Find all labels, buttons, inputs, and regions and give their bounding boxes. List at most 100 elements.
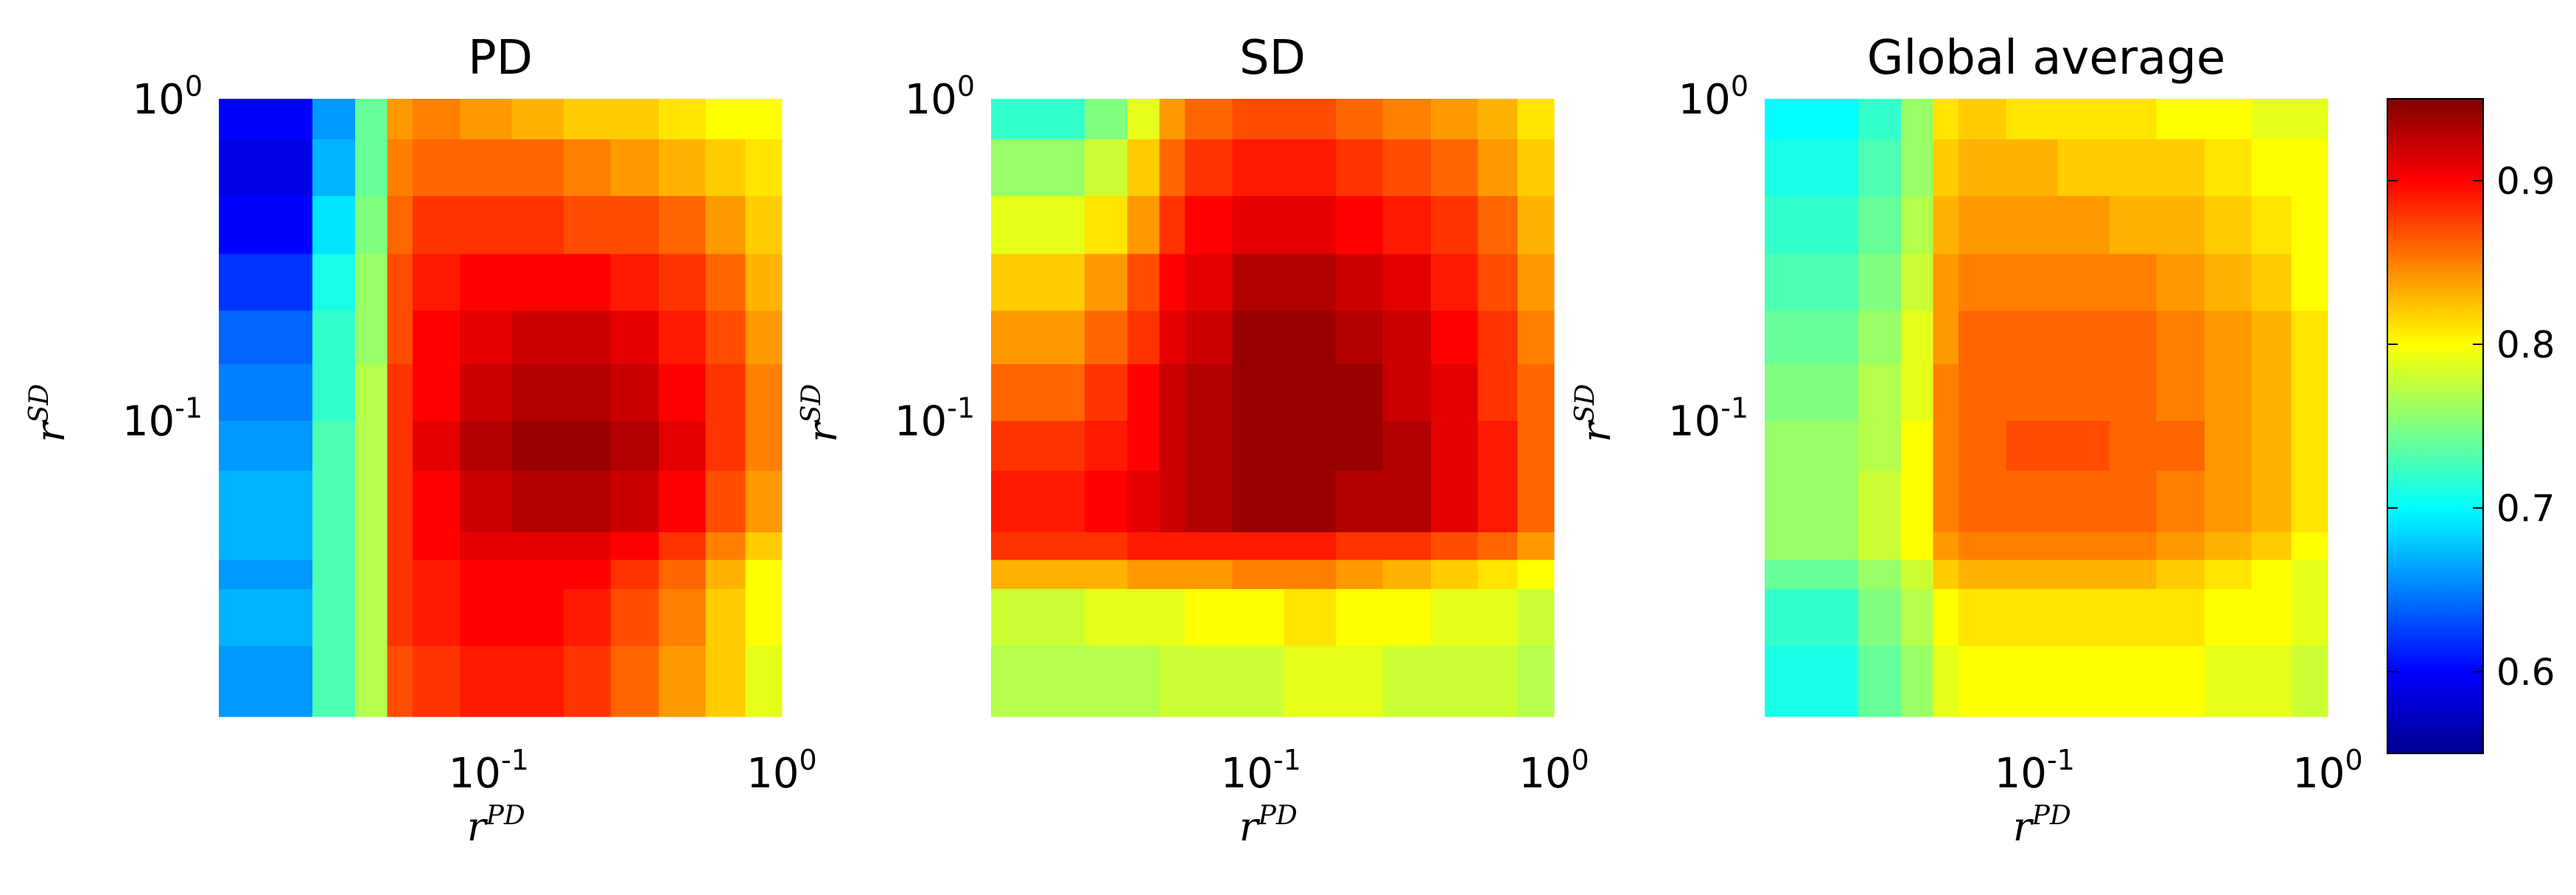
heatmap-cell <box>2204 139 2253 196</box>
heatmap-cell <box>1517 470 1555 533</box>
colorbar-gradient <box>2387 98 2484 754</box>
heatmap-cell <box>1335 139 1383 196</box>
heatmap-cell <box>1765 588 1859 646</box>
heatmap-cell <box>1430 588 1479 646</box>
heatmap-cell <box>412 532 461 560</box>
heatmap-cell <box>1084 99 1128 140</box>
heatmap-cell <box>2109 310 2157 365</box>
heatmap-cell <box>705 588 746 646</box>
heatmap-cell <box>219 99 313 140</box>
heatmap-cell <box>1284 99 1337 140</box>
heatmap-cell <box>1900 310 1933 365</box>
heatmap-cell <box>1477 139 1518 196</box>
heatmap-cell <box>511 310 564 365</box>
heatmap-cell <box>2291 470 2328 533</box>
heatmap-cell <box>219 559 313 589</box>
heatmap-cell <box>1430 99 1479 140</box>
heatmap-cell <box>745 532 783 560</box>
heatmap-cell <box>387 559 413 589</box>
y-axis-label: rSD <box>1570 383 1620 442</box>
heatmap-cell <box>460 99 513 140</box>
heatmap-cell <box>658 420 707 471</box>
heatmap-cell <box>460 139 513 196</box>
heatmap-cell <box>1127 363 1160 421</box>
heatmap-cell <box>2251 645 2292 717</box>
heatmap-cell <box>658 532 707 560</box>
heatmap-cell <box>2156 254 2205 311</box>
heatmap-cell <box>991 645 1085 717</box>
heatmap-cell <box>705 420 746 471</box>
heatmap-cell <box>219 195 313 254</box>
heatmap-cell <box>705 310 746 365</box>
heatmap-cell <box>1084 310 1128 365</box>
heatmap-cell <box>705 195 746 254</box>
heatmap-cell <box>1084 559 1128 589</box>
heatmap-cell <box>2057 195 2110 254</box>
heatmap-cell <box>1127 559 1160 589</box>
heatmap-cell <box>1958 254 2007 311</box>
x-tick-label: 10-1 <box>449 744 529 798</box>
heatmap-cell <box>1477 99 1518 140</box>
heatmap-cell <box>1477 195 1518 254</box>
heatmap-cell <box>1232 99 1285 140</box>
heatmap-cell <box>1900 532 1933 560</box>
heatmap-cell <box>991 310 1085 365</box>
heatmap-cell <box>460 254 513 311</box>
heatmap-cell <box>1284 588 1337 646</box>
heatmap-cell <box>2006 420 2059 471</box>
heatmap-cell <box>2251 420 2292 471</box>
heatmap-cell <box>2251 532 2292 560</box>
heatmap-cell <box>1184 532 1233 560</box>
heatmap-cell <box>2057 363 2110 421</box>
heatmap-cell <box>1765 310 1859 365</box>
heatmap-cell <box>460 559 513 589</box>
heatmap-cell <box>219 532 313 560</box>
heatmap-cell <box>1958 310 2007 365</box>
heatmap-cell <box>387 310 413 365</box>
heatmap-cell <box>2156 588 2205 646</box>
heatmap-cell <box>460 363 513 421</box>
heatmap-cell <box>312 99 356 140</box>
heatmap-cell <box>312 420 356 471</box>
y-tick-label: 10-1 <box>122 391 203 445</box>
heatmap-cell <box>2006 588 2059 646</box>
x-axis-label: rPD <box>2013 801 2071 850</box>
heatmap-cell <box>2204 363 2253 421</box>
heatmap-cell <box>1517 195 1555 254</box>
y-tick-label: 100 <box>905 70 975 124</box>
heatmap-cell <box>1232 532 1285 560</box>
heatmap-cell <box>412 139 461 196</box>
heatmap-cell <box>1858 363 1902 421</box>
heatmap-cell <box>2057 310 2110 365</box>
heatmap-cell <box>1933 588 1959 646</box>
heatmap-cell <box>1335 254 1383 311</box>
heatmap-cell <box>1159 363 1186 421</box>
heatmap-cell <box>610 195 659 254</box>
heatmap-cell <box>2006 99 2059 140</box>
heatmap-cell <box>991 588 1085 646</box>
heatmap-cell <box>354 310 388 365</box>
heatmap-cell <box>563 195 611 254</box>
heatmap-cell <box>1232 195 1285 254</box>
heatmap-cell <box>1765 532 1859 560</box>
heatmap-cell <box>1159 532 1186 560</box>
heatmap-cell <box>2204 254 2253 311</box>
heatmap-cell <box>2251 363 2292 421</box>
heatmap-cell <box>2251 310 2292 365</box>
heatmap-cell <box>705 532 746 560</box>
heatmap-cell <box>563 363 611 421</box>
heatmap-cell <box>658 139 707 196</box>
heatmap-cell <box>1900 559 1933 589</box>
heatmap-cell <box>511 588 564 646</box>
heatmap-cell <box>1933 363 1959 421</box>
heatmap-cell <box>2156 363 2205 421</box>
heatmap-cell <box>610 363 659 421</box>
heatmap-cell <box>610 310 659 365</box>
heatmap-cell <box>610 559 659 589</box>
heatmap-cell <box>1335 470 1383 533</box>
heatmap-cell <box>460 420 513 471</box>
heatmap-cell <box>2109 99 2157 140</box>
heatmap-cell <box>2156 532 2205 560</box>
heatmap-cell <box>1933 645 1959 717</box>
heatmap-cell <box>610 99 659 140</box>
